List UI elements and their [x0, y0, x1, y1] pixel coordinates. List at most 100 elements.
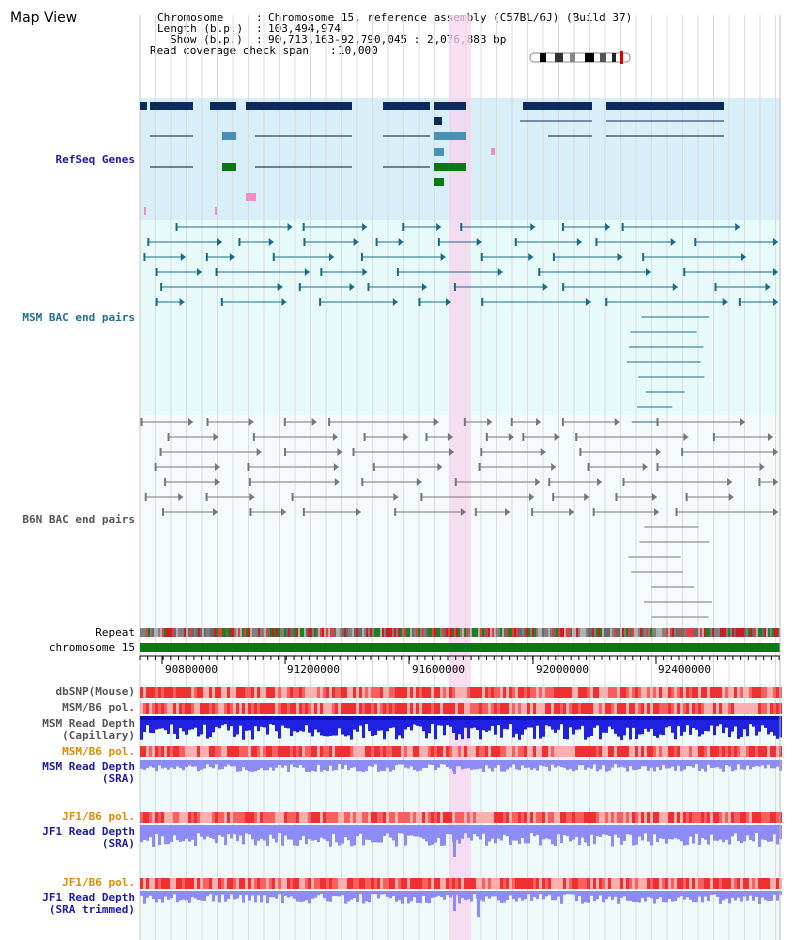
msm-depth-capillary-bar — [161, 716, 164, 729]
msm-b6-pol-strip — [467, 703, 470, 714]
track-label-b6n-bac[interactable]: B6N BAC end pairs — [22, 513, 135, 526]
msm-b6-pol-strip — [503, 703, 506, 714]
jf1-depth-trim-bar — [470, 891, 473, 902]
msm-b6-pol-strip — [587, 703, 590, 714]
jf1-depth-trim-bar — [146, 891, 149, 898]
jf1-depth-trim-bar — [524, 891, 527, 900]
jf1-depth-bar — [305, 825, 308, 845]
jf1-depth-trim-bar — [554, 891, 557, 901]
jf1-depth-trim-bar — [188, 891, 191, 903]
jf1-depth-bar — [230, 825, 233, 839]
dbsnp-strip — [332, 687, 335, 698]
msm-depth-sra-bar — [350, 760, 353, 769]
msm-b6-pol-strip — [287, 703, 290, 714]
msm-b6-pol-sra-strip — [407, 746, 410, 757]
msm-b6-pol-sra-strip — [701, 746, 704, 757]
jf1-b6-pol-strip — [563, 812, 566, 823]
msm-b6-pol-sra-strip — [452, 746, 455, 757]
b6n-bac-pair-end — [685, 493, 688, 501]
jf1-depth-bar — [272, 825, 275, 839]
msm-b6-pol-strip — [590, 703, 593, 714]
msm-b6-pol-sra-strip — [710, 746, 713, 757]
b6n-bac-pair-end — [460, 508, 466, 516]
msm-b6-pol-sra-strip — [161, 746, 164, 757]
jf1-b6-pol-strip — [293, 812, 296, 823]
msm-depth-sra-bar — [284, 760, 287, 766]
msm-depth-capillary-bar — [296, 716, 299, 733]
jf1-b6-pol-strip — [314, 812, 317, 823]
msm-depth-sra-bar — [323, 760, 326, 771]
jf1-depth-bar — [554, 825, 557, 846]
msm-b6-pol-strip — [386, 703, 389, 714]
jf1-depth-trim-bar — [287, 891, 290, 898]
msm-depth-sra-bar — [548, 760, 551, 771]
msm-depth-sra-bar — [263, 760, 266, 771]
repeat-segment — [630, 628, 632, 637]
jf1-b6-pol-trim-strip — [218, 878, 221, 889]
jf1-b6-pol-strip — [746, 812, 749, 823]
msm-b6-pol-sra-strip — [665, 746, 668, 757]
jf1-b6-pol-strip — [356, 812, 359, 823]
repeat-segment — [358, 628, 360, 637]
repeat-segment — [154, 628, 156, 637]
jf1-b6-pol-trim-strip — [485, 878, 488, 889]
msm-b6-pol-strip — [236, 703, 239, 714]
b6n-bac-pair-end — [283, 448, 286, 456]
jf1-b6-pol-trim-strip — [266, 878, 269, 889]
jf1-b6-pol-trim-strip — [596, 878, 599, 889]
jf1-depth-trim-bar — [194, 891, 197, 899]
jf1-depth-trim-bar — [380, 891, 383, 895]
msm-depth-capillary-bar — [344, 716, 347, 737]
msm-depth-capillary-bar — [605, 716, 608, 733]
repeat-segment — [262, 628, 264, 637]
track-label-msm-bac[interactable]: MSM BAC end pairs — [22, 311, 135, 324]
dbsnp-strip — [260, 687, 263, 698]
jf1-b6-pol-strip — [431, 812, 434, 823]
repeat-segment — [450, 628, 452, 637]
msm-b6-pol-sra-strip — [593, 746, 596, 757]
msm-depth-sra-bar — [623, 760, 626, 768]
msm-bac-pair-end — [765, 283, 771, 291]
msm-depth-capillary-bar — [218, 716, 221, 729]
msm-bac-pair-end — [238, 238, 241, 246]
msm-depth-capillary-bar — [212, 716, 215, 733]
axis-tick-label: 92400000 — [658, 663, 711, 676]
repeat-segment — [346, 628, 348, 637]
msm-b6-pol-sra-strip — [614, 746, 617, 757]
msm-b6-pol-strip — [473, 703, 476, 714]
msm-depth-capillary-bar — [644, 716, 647, 729]
repeat-segment — [230, 628, 232, 637]
jf1-b6-pol-trim-strip — [185, 878, 188, 889]
repeat-segment — [350, 628, 352, 637]
b6n-bac-pair-end — [247, 463, 250, 471]
jf1-b6-pol-trim-strip — [224, 878, 227, 889]
jf1-b6-pol-trim-strip — [608, 878, 611, 889]
b6n-bac-pair-end — [767, 433, 773, 441]
jf1-depth-bar — [461, 825, 464, 839]
repeat-segment — [190, 628, 192, 637]
jf1-b6-pol-strip — [230, 812, 233, 823]
jf1-b6-pol-strip — [284, 812, 287, 823]
msm-b6-pol-strip — [551, 703, 554, 714]
msm-depth-capillary-bar — [704, 716, 707, 731]
msm-depth-capillary-bar — [710, 716, 713, 726]
jf1-depth-trim-bar — [281, 891, 284, 903]
jf1-depth-bar — [752, 825, 755, 842]
msm-bac-pair-end — [453, 283, 456, 291]
jf1-depth-bar — [758, 825, 761, 847]
jf1-b6-pol-strip — [695, 812, 698, 823]
repeat-segment — [478, 628, 480, 637]
jf1-depth-bar — [647, 825, 650, 842]
msm-b6-pol-strip — [746, 703, 749, 714]
b6n-bac-pair-end — [252, 433, 255, 441]
track-label-refseq[interactable]: RefSeq Genes — [55, 153, 135, 166]
msm-depth-capillary-bar — [413, 716, 416, 725]
msm-b6-pol-sra-strip — [491, 746, 494, 757]
repeat-segment — [232, 628, 234, 637]
msm-b6-pol-sra-strip — [254, 746, 257, 757]
msm-b6-pol-strip — [284, 703, 287, 714]
jf1-depth-trim-bar — [617, 891, 620, 904]
repeat-segment — [378, 628, 380, 637]
msm-b6-pol-strip — [233, 703, 236, 714]
dbsnp-strip — [284, 687, 287, 698]
